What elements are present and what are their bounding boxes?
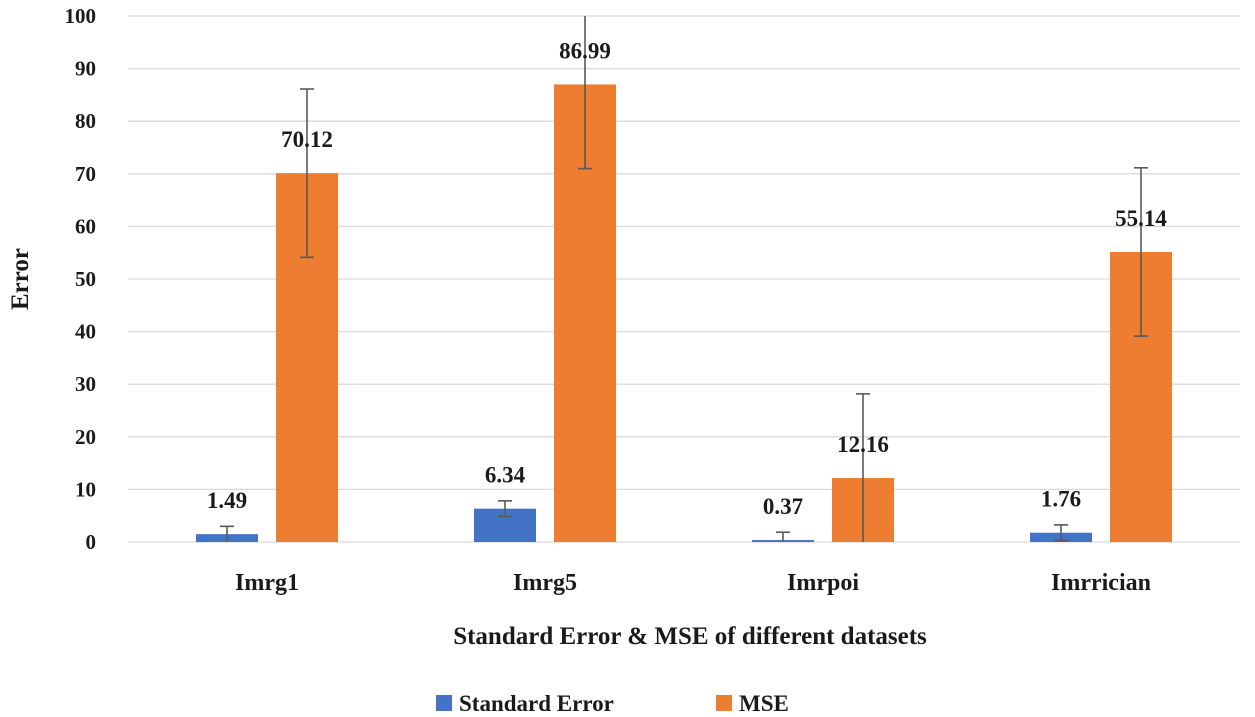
y-tick-label: 40 [75,320,96,344]
x-axis-title: Standard Error & MSE of different datase… [453,623,927,650]
legend-label: Standard Error [459,691,614,716]
x-tick-label: Imrg5 [513,570,577,596]
x-tick-label: Imrrician [1051,570,1151,596]
y-tick-label: 80 [75,109,96,133]
data-label: 86.99 [559,38,611,63]
legend-swatch-mse [716,695,732,711]
x-tick-label: Imrg1 [235,570,299,596]
data-label: 12.16 [837,432,889,457]
y-tick-label: 20 [75,425,96,449]
legend-swatch-standard-error [436,695,452,711]
y-axis-title: Error [7,248,34,310]
y-tick-label: 50 [75,267,96,291]
y-tick-label: 30 [75,372,96,396]
x-axis-categories: Imrg1 Imrg5 Imrpoi Imrrician [235,570,1151,596]
data-label: 6.34 [485,463,526,488]
data-label: 1.76 [1041,487,1081,512]
y-tick-label: 0 [86,530,97,554]
y-tick-label: 10 [75,477,96,501]
y-tick-label: 70 [75,162,96,186]
bars [196,84,1172,542]
data-label: 1.49 [207,488,247,513]
legend: Standard Error MSE [436,691,789,716]
legend-label: MSE [739,691,789,716]
data-labels: 1.49 70.12 6.34 86.99 0.37 12.16 1.76 55.14 [207,38,1168,519]
y-axis-ticks: 0 10 20 30 40 50 60 70 80 90 100 [65,4,97,554]
data-label: 0.37 [763,494,803,519]
x-tick-label: Imrpoi [787,570,859,596]
y-tick-label: 90 [75,57,96,81]
data-label: 55.14 [1115,206,1167,231]
y-tick-label: 60 [75,214,96,238]
data-label: 70.12 [281,127,333,152]
error-bars [220,16,1148,542]
y-tick-label: 100 [65,4,97,28]
